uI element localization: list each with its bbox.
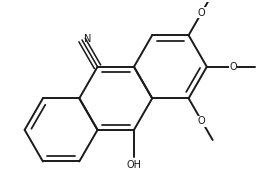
- Text: N: N: [84, 34, 92, 44]
- Text: O: O: [198, 116, 206, 126]
- Text: O: O: [229, 62, 237, 72]
- Text: O: O: [198, 8, 206, 18]
- Text: OH: OH: [126, 160, 142, 170]
